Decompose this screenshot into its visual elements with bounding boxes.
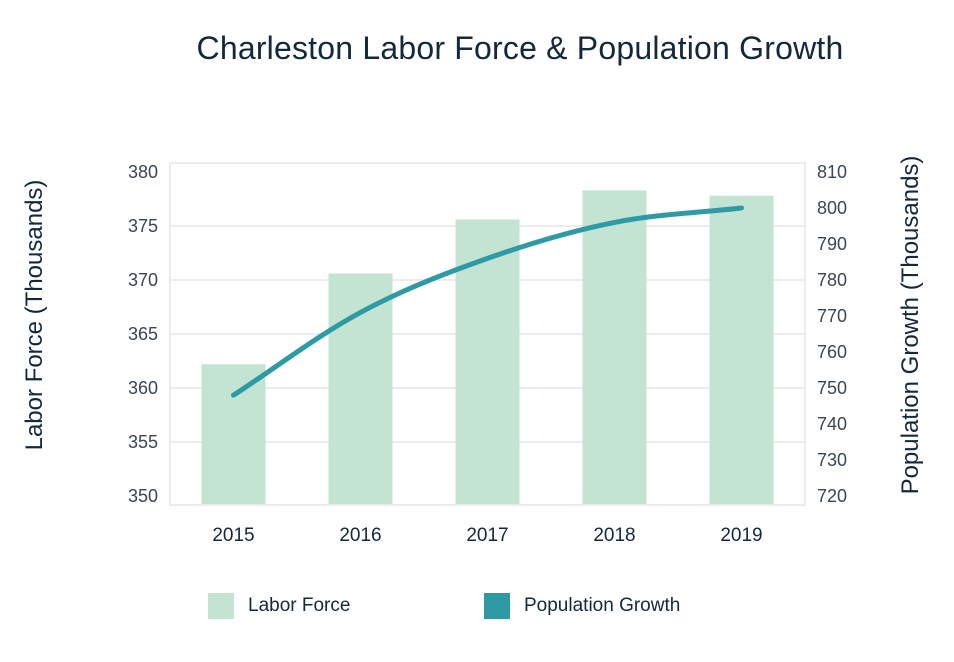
bar: [582, 190, 647, 505]
legend-label-labor-force: Labor Force: [248, 595, 351, 616]
bar: [709, 195, 774, 504]
y-tick-label: 350: [128, 486, 158, 506]
y2-tick-label: 730: [817, 450, 847, 470]
axes: 350 355 360 365 370 375 380 720 730 740 750 760 770 7…: [128, 162, 847, 546]
legend-label-population-growth: Population Growth: [524, 595, 681, 616]
y2-tick-label: 800: [817, 198, 847, 218]
x-tick-label: 2016: [339, 525, 381, 546]
y-tick-label: 355: [128, 432, 158, 452]
y-tick-label: 370: [128, 270, 158, 290]
y2-tick-label: 740: [817, 414, 847, 434]
y2-tick-label: 720: [817, 486, 847, 506]
y2-tick-label: 810: [817, 162, 847, 182]
y-tick-label: 365: [128, 324, 158, 344]
x-tick-label: 2017: [466, 525, 508, 546]
bar: [328, 273, 393, 504]
y-axis-title: Labor Force (Thousands): [21, 180, 48, 451]
y-tick-label: 360: [128, 378, 158, 398]
y2-axis-title: Population Growth (Thousands): [897, 156, 924, 495]
chart-title: Charleston Labor Force & Population Grow…: [196, 30, 844, 66]
y2-tick-label: 760: [817, 342, 847, 362]
y2-tick-label: 780: [817, 270, 847, 290]
legend-swatch-labor-force: [208, 593, 234, 619]
bar: [201, 364, 266, 504]
x-tick-label: 2019: [720, 525, 762, 546]
line-series: [231, 205, 744, 398]
legend-swatch-population-growth: [484, 593, 510, 619]
y-tick-label: 375: [128, 216, 158, 236]
bar: [455, 219, 520, 504]
y2-tick-label: 750: [817, 378, 847, 398]
y2-tick-label: 790: [817, 234, 847, 254]
x-tick-label: 2015: [212, 525, 254, 546]
y-tick-label: 380: [128, 162, 158, 182]
bar-series: [201, 190, 774, 505]
legend-item-labor-force: Labor Force: [208, 593, 350, 619]
legend-item-population-growth: Population Growth: [484, 593, 680, 619]
y2-tick-label: 770: [817, 306, 847, 326]
x-tick-label: 2018: [593, 525, 635, 546]
